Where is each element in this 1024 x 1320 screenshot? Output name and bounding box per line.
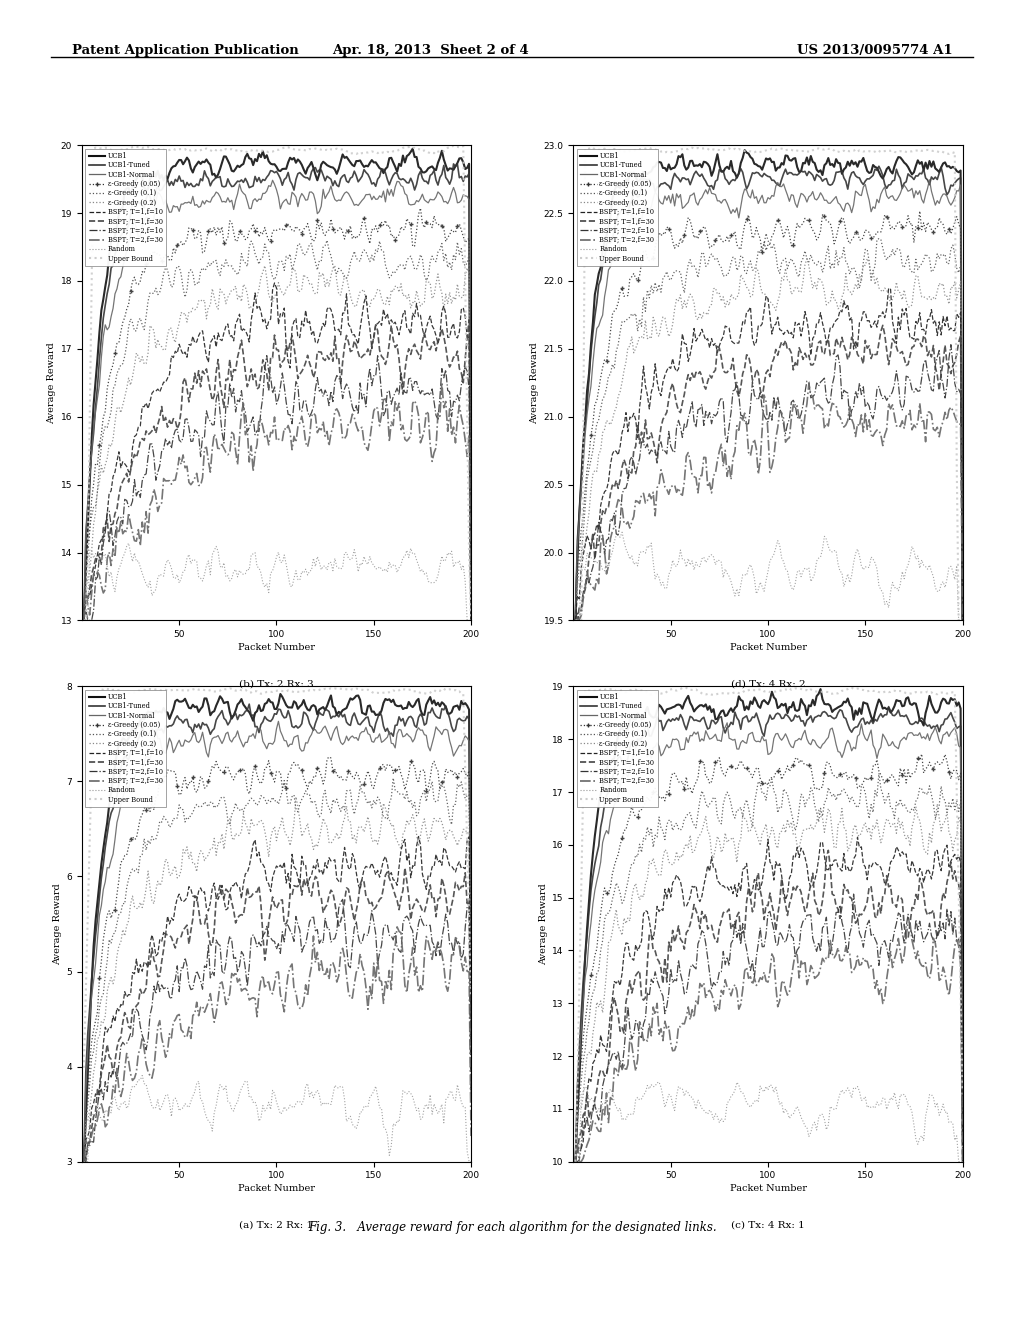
Text: (c) Tx: 4 Rx: 1: (c) Tx: 4 Rx: 1: [731, 1221, 805, 1230]
Text: US 2013/0095774 A1: US 2013/0095774 A1: [797, 44, 952, 57]
Text: (d) Tx: 4 Rx: 2: (d) Tx: 4 Rx: 2: [731, 680, 805, 689]
Legend: UCB1, UCB1-Tuned, UCB1-Normal, ε-Greedy (0.05), ε-Greedy (0.1), ε-Greedy (0.2), : UCB1, UCB1-Tuned, UCB1-Normal, ε-Greedy …: [577, 149, 657, 265]
Text: Fig. 3.   Average reward for each algorithm for the designated links.: Fig. 3. Average reward for each algorith…: [307, 1221, 717, 1234]
Text: Apr. 18, 2013  Sheet 2 of 4: Apr. 18, 2013 Sheet 2 of 4: [332, 44, 528, 57]
Y-axis label: Average Reward: Average Reward: [539, 883, 548, 965]
Text: (b) Tx: 2 Rx: 3: (b) Tx: 2 Rx: 3: [240, 680, 313, 689]
Legend: UCB1, UCB1-Tuned, UCB1-Normal, ε-Greedy (0.05), ε-Greedy (0.1), ε-Greedy (0.2), : UCB1, UCB1-Tuned, UCB1-Normal, ε-Greedy …: [577, 690, 657, 807]
Y-axis label: Average Reward: Average Reward: [53, 883, 62, 965]
Text: Patent Application Publication: Patent Application Publication: [72, 44, 298, 57]
Y-axis label: Average Reward: Average Reward: [530, 342, 540, 424]
X-axis label: Packet Number: Packet Number: [729, 1184, 807, 1193]
Legend: UCB1, UCB1-Tuned, UCB1-Normal, ε-Greedy (0.05), ε-Greedy (0.1), ε-Greedy (0.2), : UCB1, UCB1-Tuned, UCB1-Normal, ε-Greedy …: [85, 690, 166, 807]
Y-axis label: Average Reward: Average Reward: [47, 342, 56, 424]
X-axis label: Packet Number: Packet Number: [729, 643, 807, 652]
Text: (a) Tx: 2 Rx: 1: (a) Tx: 2 Rx: 1: [240, 1221, 313, 1230]
Legend: UCB1, UCB1-Tuned, UCB1-Normal, ε-Greedy (0.05), ε-Greedy (0.1), ε-Greedy (0.2), : UCB1, UCB1-Tuned, UCB1-Normal, ε-Greedy …: [85, 149, 166, 265]
X-axis label: Packet Number: Packet Number: [238, 643, 315, 652]
X-axis label: Packet Number: Packet Number: [238, 1184, 315, 1193]
